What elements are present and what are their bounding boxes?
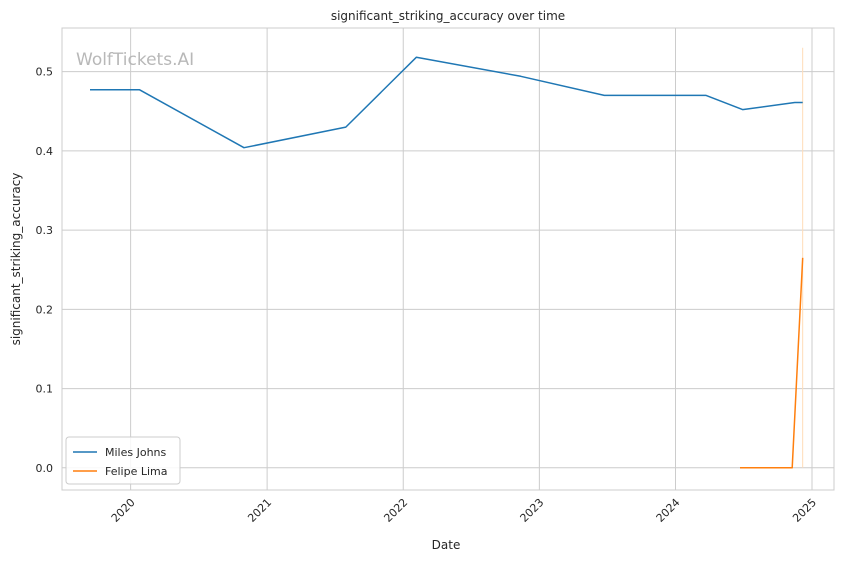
legend: Miles Johns Felipe Lima [65,436,181,485]
series-line-miles-johns [90,56,803,149]
legend-label-miles-johns: Miles Johns [105,446,167,459]
y-axis-title: significant_striking_accuracy [9,173,23,346]
plot-background [62,28,834,490]
chart-title: significant_striking_accuracy over time [331,9,565,23]
y-tick-label: 0.1 [36,383,54,396]
y-tick-label: 0.0 [36,462,54,475]
legend-label-felipe-lima: Felipe Lima [105,465,168,478]
plot-frame [61,27,835,491]
grid-lines [62,28,834,490]
y-tick-label: 0.4 [36,145,54,158]
x-tick-label: 2025 [790,496,819,525]
legend-box [65,436,181,485]
watermark: WolfTickets.AI [76,50,194,70]
y-tick-label: 0.2 [36,303,54,316]
series-line-felipe-lima [740,257,804,469]
x-tick-label: 2020 [109,496,138,525]
x-tick-label: 2023 [518,496,547,525]
x-tick-label: 2024 [654,496,683,525]
series-layer [90,47,804,469]
x-axis-title: Date [432,538,461,552]
y-tick-label: 0.5 [36,66,54,79]
x-tick-label: 2021 [245,496,274,525]
x-tick-label: 2022 [381,496,410,525]
y-tick-label: 0.3 [36,224,54,237]
